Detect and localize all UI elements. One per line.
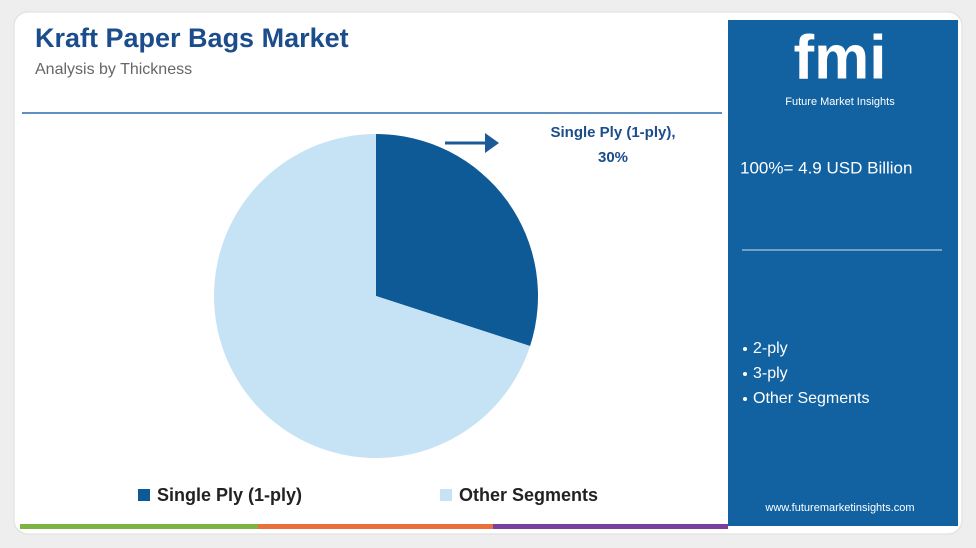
bullet bbox=[743, 347, 747, 351]
bullet bbox=[743, 397, 747, 401]
chart-title: Kraft Paper Bags Market bbox=[35, 23, 349, 53]
bullet bbox=[743, 372, 747, 376]
pie-slice bbox=[214, 134, 531, 458]
annotation: Single Ply (1-ply), bbox=[550, 124, 675, 141]
pie-slice bbox=[376, 134, 538, 347]
chart-subtitle: Analysis by Thickness bbox=[35, 61, 192, 78]
legend-swatch bbox=[440, 489, 452, 501]
legend-label: Other Segments bbox=[459, 485, 598, 505]
legend-swatch bbox=[138, 489, 150, 501]
segment-item: Other Segments bbox=[753, 390, 870, 407]
logo-caption: Future Market Insights bbox=[785, 96, 895, 108]
data-label: 30% bbox=[598, 149, 628, 166]
arrow-head bbox=[485, 133, 499, 153]
segment-item: 3-ply bbox=[753, 365, 788, 382]
side-panel bbox=[728, 20, 958, 526]
total-label: 100%= 4.9 USD Billion bbox=[740, 158, 912, 177]
logo: fmi bbox=[794, 23, 887, 92]
legend-label: Single Ply (1-ply) bbox=[157, 485, 302, 505]
bar-green bbox=[20, 524, 258, 529]
url: www.futuremarketinsights.com bbox=[764, 502, 914, 514]
bar-purple bbox=[493, 524, 728, 529]
segment-item: 2-ply bbox=[753, 340, 788, 357]
bar-orange bbox=[258, 524, 493, 529]
